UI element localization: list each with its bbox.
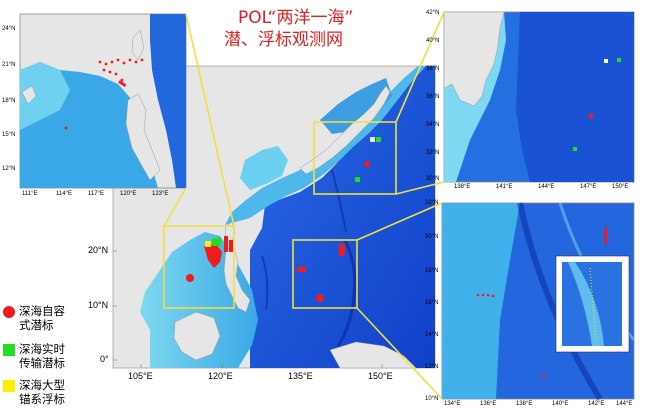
connector-lines bbox=[163, 11, 445, 400]
inset-kuroshio-japan bbox=[443, 11, 505, 107]
main-lon-label: 105°E bbox=[128, 371, 153, 381]
inset-wpac-shelf bbox=[442, 203, 520, 399]
wpac-lat-label: 16°N bbox=[425, 300, 439, 306]
green-square-icon bbox=[3, 344, 15, 356]
scs-lat-label: 21°N bbox=[2, 62, 16, 68]
kuroshio-lat-label: 38°N bbox=[426, 66, 440, 72]
inset-kuroshio-deep bbox=[516, 12, 634, 182]
kuroshio-lat-label: 36°N bbox=[426, 94, 440, 100]
east-china-sea bbox=[225, 66, 426, 225]
kuroshio-realtime-a bbox=[376, 137, 381, 142]
philippine-trench bbox=[261, 255, 269, 311]
kuroshio-lat-label: 32°N bbox=[426, 150, 440, 156]
kuroshio-lon-label: 138°E bbox=[454, 184, 471, 190]
inset-scs-shelf bbox=[20, 62, 70, 130]
kuroshio-lat-label: 42°N bbox=[426, 10, 440, 16]
inset-scs-pacific bbox=[150, 14, 186, 188]
main-map-markers bbox=[186, 137, 381, 302]
kuroshio-lon-label: 150°E bbox=[612, 184, 629, 190]
kuroshio-region-box bbox=[313, 121, 397, 195]
wpac-lat-label: 18°N bbox=[425, 268, 439, 274]
kuroshio-lon-label: 147°E bbox=[580, 184, 597, 190]
kuroshio-lat-label: 34°N bbox=[426, 122, 440, 128]
kuroshio-realtime-b bbox=[355, 177, 360, 182]
scs-lat-label: 15°N bbox=[2, 132, 16, 138]
yellow-sea bbox=[240, 146, 288, 190]
kuroshio-lon-label: 141°E bbox=[496, 184, 513, 190]
legend-label: 深海大型锚系浮标 bbox=[19, 380, 65, 406]
inset-scs-luzon bbox=[125, 93, 161, 181]
wpac-lon-label: 134°E bbox=[444, 401, 461, 407]
wpac-lon-label: 142°E bbox=[588, 401, 605, 407]
legend-item-autonomous-mooring: 深海自容式潜标 bbox=[3, 305, 71, 333]
main-map-grid bbox=[113, 250, 383, 368]
wpac-lat-label: 10°N bbox=[425, 396, 439, 402]
new-guinea bbox=[329, 341, 417, 369]
scs-lat-label: 24°N bbox=[2, 26, 16, 32]
kuroshio-buoy bbox=[370, 137, 375, 142]
kuroshio-lat-label: 30°N bbox=[426, 176, 440, 182]
scs-buoy-marker bbox=[205, 241, 211, 247]
philippines bbox=[223, 247, 251, 313]
wpac-lat-label: 22°N bbox=[425, 200, 439, 206]
scs-isolated-mooring bbox=[186, 274, 194, 282]
wpac-mooring-east bbox=[339, 244, 345, 256]
scs-lon-label: 117°E bbox=[88, 191, 104, 197]
legend-item-buoy: 深海大型锚系浮标 bbox=[3, 379, 71, 407]
scs-lon-label: 123°E bbox=[152, 191, 169, 197]
kuroshio-mooring-main bbox=[364, 161, 370, 167]
wpac-lat-label: 20°N bbox=[425, 234, 439, 240]
izu-trench bbox=[331, 169, 347, 233]
title-line-2: 潜、浮标观测网 bbox=[224, 30, 343, 50]
scs-lat-label: 18°N bbox=[2, 98, 16, 104]
japan-island bbox=[299, 85, 391, 175]
borneo bbox=[173, 311, 221, 361]
inset-scs-markers bbox=[64, 58, 144, 130]
red-dot-icon bbox=[3, 306, 15, 318]
scs-mooring-line-3 bbox=[229, 240, 233, 252]
legend-item-realtime-mooring: 深海实时传输潜标 bbox=[3, 343, 71, 371]
main-map bbox=[112, 65, 436, 369]
wpac-mooring-south bbox=[316, 294, 324, 302]
main-lat-label: 20°N bbox=[88, 245, 109, 255]
wpac-lat-label: 12°N bbox=[425, 364, 439, 370]
inset-kuroshio bbox=[443, 11, 635, 183]
inset-wpac-markers bbox=[476, 228, 607, 377]
legend-label: 深海实时传输潜标 bbox=[19, 344, 65, 370]
mariana-trench bbox=[336, 239, 357, 347]
main-lon-label: 150°E bbox=[368, 371, 393, 381]
scs-lon-label: 120°E bbox=[120, 191, 137, 197]
scs-region-box bbox=[163, 225, 235, 309]
yellow-square-icon bbox=[3, 380, 15, 392]
wpac-lon-label: 136°E bbox=[480, 401, 497, 407]
main-lat-label: 10°N bbox=[88, 300, 109, 310]
inset-wpac bbox=[441, 202, 636, 401]
scs-realtime-marker bbox=[212, 238, 221, 246]
inset-scs-taiwan bbox=[131, 29, 145, 61]
legend-label: 深海自容式潜标 bbox=[19, 306, 65, 332]
wpac-mooring-west bbox=[297, 267, 306, 272]
scs-lat-label: 12°N bbox=[2, 166, 16, 172]
scs-lon-label: 111°E bbox=[22, 191, 38, 197]
wpac-lon-label: 140°E bbox=[552, 401, 569, 407]
main-lon-label: 120°E bbox=[208, 371, 233, 381]
main-lat-label: 0° bbox=[100, 354, 109, 364]
inset-wpac-trench bbox=[517, 202, 603, 401]
main-lon-label: 135°E bbox=[288, 371, 313, 381]
wpac-lon-label: 144°E bbox=[616, 401, 633, 407]
inset-kuroshio-markers bbox=[573, 58, 621, 151]
wpac-lon-label: 138°E bbox=[516, 401, 533, 407]
wpac-region-box bbox=[292, 239, 358, 309]
inset-scs-hainan bbox=[21, 85, 37, 105]
title-line-1: POL“两洋一海” bbox=[238, 8, 354, 28]
kuroshio-lon-label: 144°E bbox=[538, 184, 555, 190]
inset-scs bbox=[19, 13, 187, 189]
sea-of-japan bbox=[320, 78, 392, 134]
scs-mooring-line-1 bbox=[206, 247, 218, 267]
scs-lon-label: 114°E bbox=[56, 191, 72, 197]
scs-mooring-line-2 bbox=[224, 236, 228, 252]
kuroshio-lat-label: 40°N bbox=[426, 38, 440, 44]
wpac-lat-label: 14°N bbox=[425, 332, 439, 338]
